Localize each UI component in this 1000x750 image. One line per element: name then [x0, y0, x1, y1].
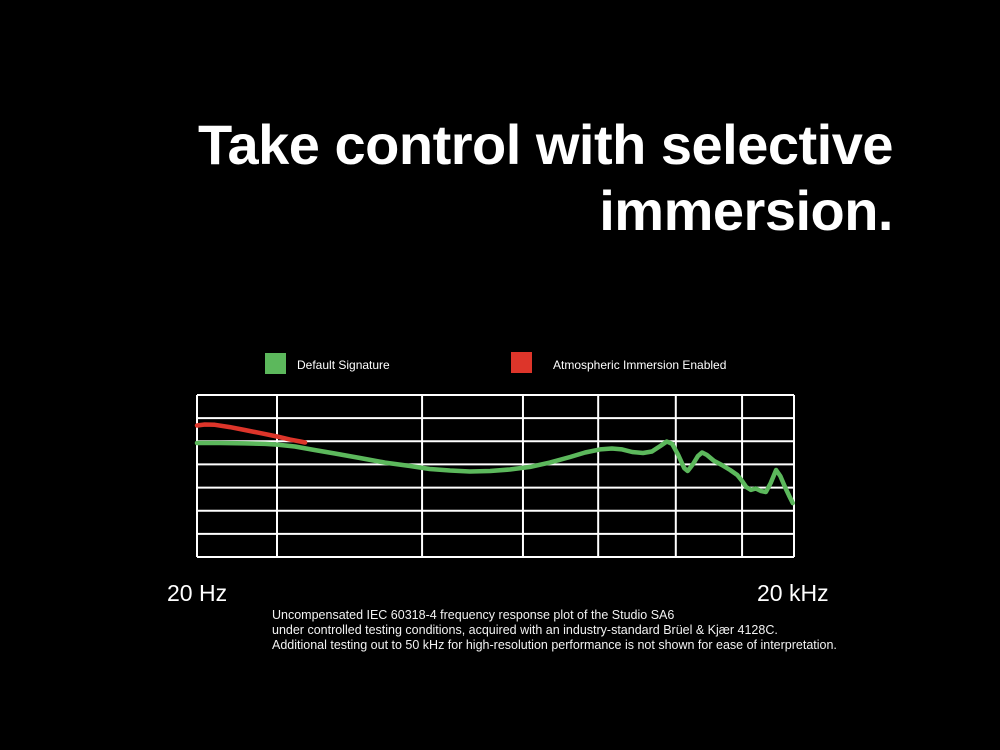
- legend-swatch-atmospheric-immersion: [511, 352, 532, 373]
- x-axis-label-left: 20 Hz: [167, 580, 228, 606]
- legend-label-default-signature: Default Signature: [297, 358, 390, 372]
- page-title-line2: immersion.: [599, 179, 893, 242]
- page-title-line1: Take control with selective: [197, 113, 894, 176]
- series-default-signature: [194, 439, 796, 506]
- caption-line3: Additional testing out to 50 kHz for hig…: [272, 638, 837, 652]
- frequency-response-chart: [194, 394, 796, 558]
- page-title: Take control with selective immersion.: [197, 112, 894, 244]
- chart-caption: Uncompensated IEC 60318-4 frequency resp…: [272, 608, 837, 653]
- legend-label-atmospheric-immersion: Atmospheric Immersion Enabled: [553, 358, 727, 372]
- frequency-response-chart-svg: [194, 394, 796, 558]
- x-axis-label-right: 20 kHz: [757, 580, 829, 606]
- legend-swatch-default-signature: [265, 353, 286, 374]
- caption-line2: under controlled testing conditions, acq…: [272, 623, 778, 637]
- caption-line1: Uncompensated IEC 60318-4 frequency resp…: [272, 608, 675, 622]
- series-atmospheric-immersion-enabled: [194, 422, 308, 445]
